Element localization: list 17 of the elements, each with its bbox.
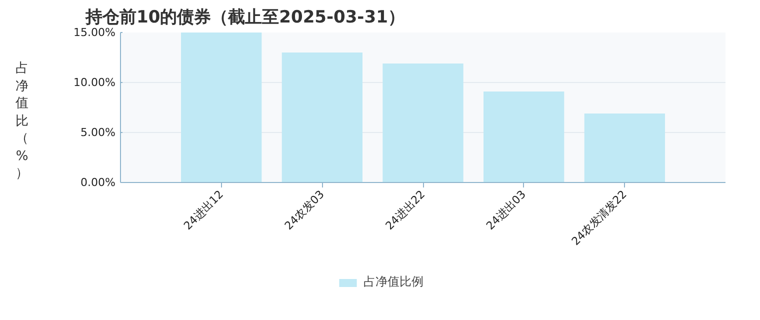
- y-tick-label: 5.00%: [80, 126, 116, 139]
- bar: [584, 114, 665, 182]
- x-tick-label: 24进出03: [484, 188, 528, 232]
- y-axis-title: 占净值比（%）: [16, 60, 28, 183]
- x-tick-label: 24进出22: [383, 188, 428, 232]
- bar: [282, 52, 362, 182]
- y-tick-label: 15.00%: [74, 26, 116, 39]
- y-tick-label: 0.00%: [80, 176, 116, 189]
- x-tick-label: 24进出12: [181, 188, 226, 232]
- bar: [181, 32, 262, 182]
- chart-title: 持仓前10的债券（截止至2025-03-31）: [84, 8, 405, 28]
- x-tick-label: 24农发清发22: [569, 188, 630, 248]
- bar: [484, 92, 564, 182]
- y-tick-label: 10.00%: [74, 76, 116, 89]
- bar: [382, 64, 464, 182]
- x-tick-label: 24农发03: [282, 188, 327, 232]
- legend-label: 占净值比例: [364, 274, 424, 290]
